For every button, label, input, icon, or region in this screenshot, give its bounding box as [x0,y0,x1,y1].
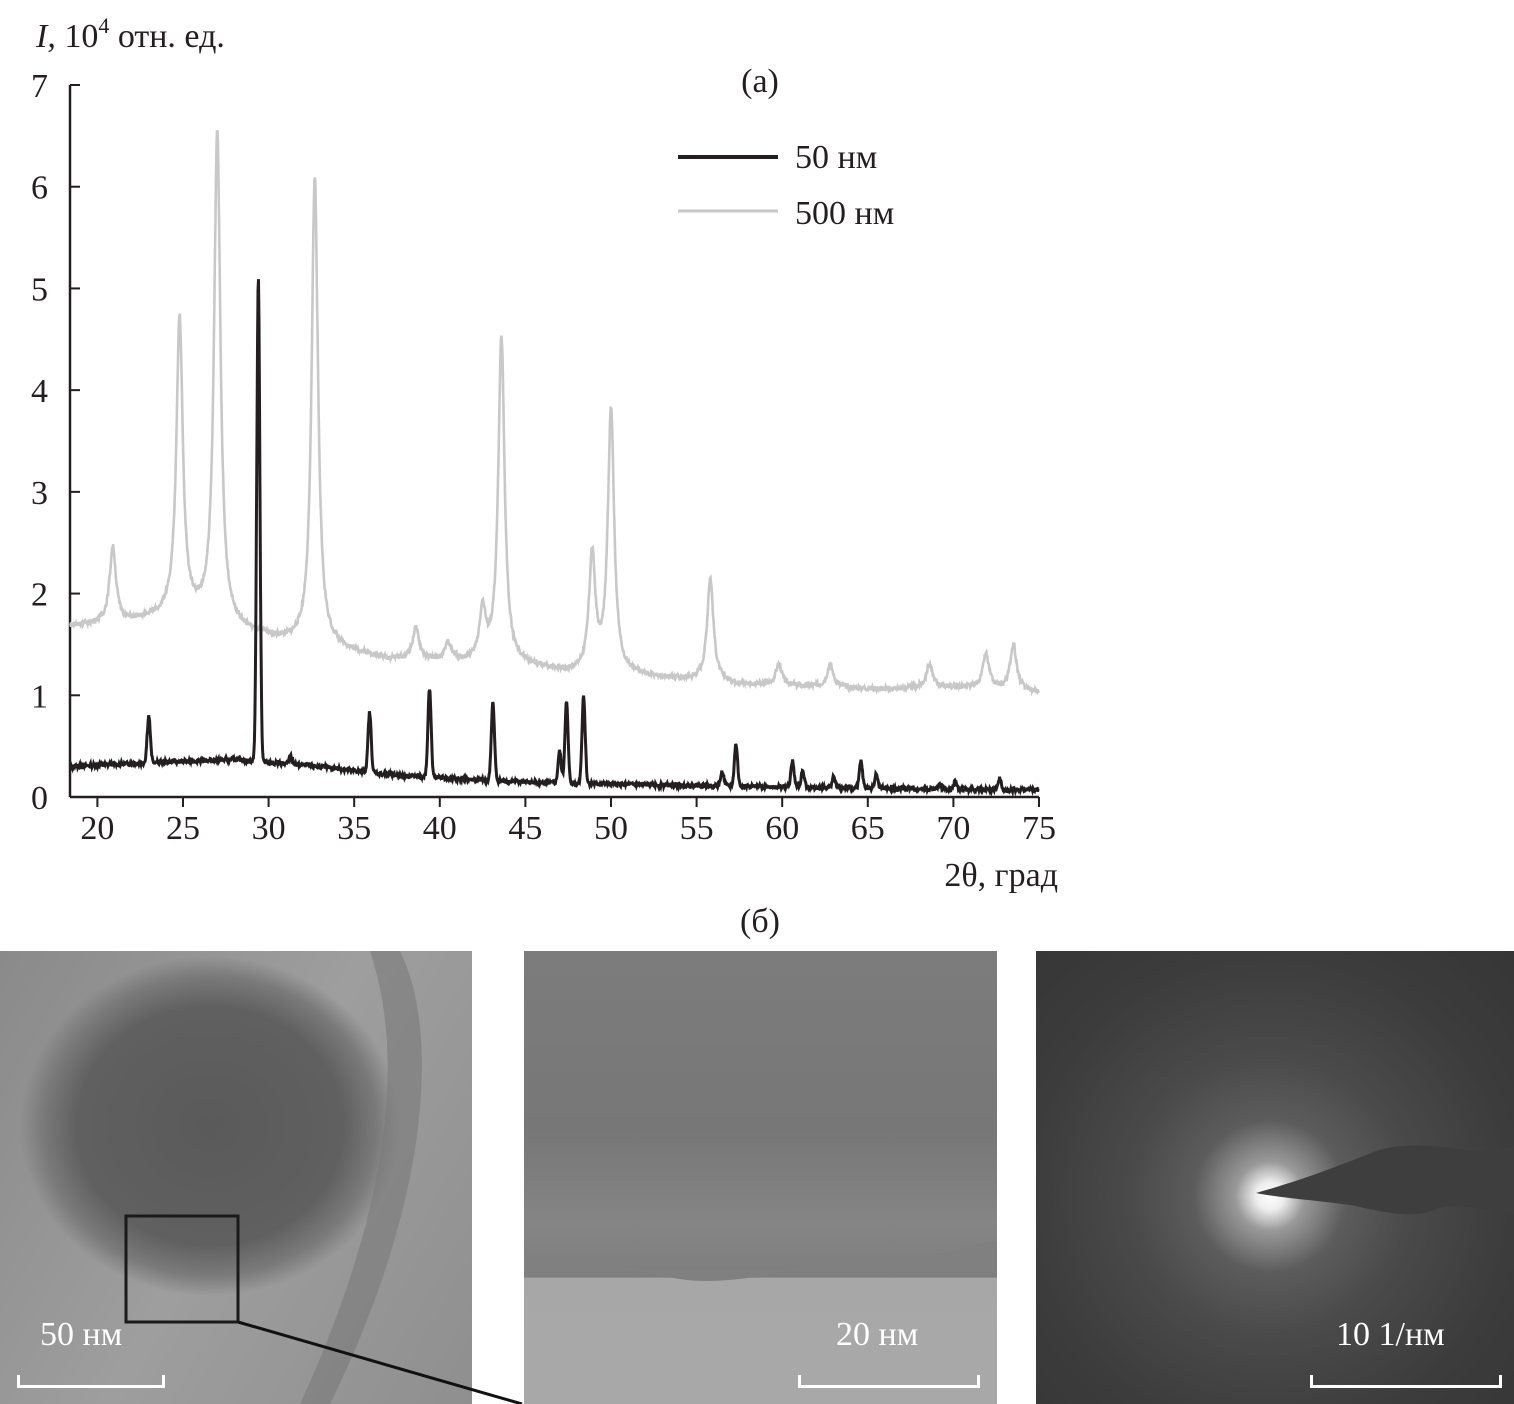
x-axis-label: 2θ, град [944,857,1058,894]
scale-bar-50nm [17,1375,165,1388]
series-line-50nm [68,279,1040,798]
y-tick-label: 4 [31,373,48,410]
y-tick-label: 3 [31,475,48,512]
y-tick-label: 0 [31,780,48,817]
y-tick-label: 1 [31,678,48,715]
tem-image-particle: 50 нм [0,951,472,1404]
x-tick-label: 40 [423,810,457,847]
series-lines [68,129,1040,798]
x-tick-label: 75 [1022,810,1056,847]
panel-label-a: (а) [741,63,779,100]
x-tick-label: 70 [936,810,970,847]
y-tick-label: 6 [31,170,48,207]
legend: 50 нм 500 нм [678,139,894,232]
y-axis-label-exponent: 4 [98,13,110,38]
x-tick-label: 35 [337,810,371,847]
y-axis-label: I, 104 отн. ед. [36,13,225,60]
tem-image-zoomed: 20 нм [524,951,997,1404]
series-line-500nm [69,129,1040,697]
x-tick-label: 60 [765,810,799,847]
scale-bar-label-50nm: 50 нм [40,1316,123,1353]
zoom-region-box [124,1214,240,1324]
electron-diffraction-image: 10 1/нм [1036,951,1514,1404]
scale-bar-label-20nm: 20 нм [836,1316,919,1353]
y-axis-label-unit: отн. ед. [109,18,225,55]
scale-bar-20nm [798,1375,980,1388]
y-tick-label: 7 [31,68,48,105]
legend-label-50nm: 50 нм [795,139,877,176]
y-tick-label: 2 [31,577,48,614]
particle-edge [524,1241,997,1281]
x-tick-label: 25 [166,810,200,847]
panel-label-b: (б) [740,903,780,940]
legend-label-500nm: 500 нм [795,195,894,232]
scale-bar-10-inv-nm [1310,1375,1502,1388]
x-tick-label: 20 [80,810,114,847]
y-tick-label: 5 [31,271,48,308]
x-tick-label: 65 [851,810,885,847]
x-tick-label: 30 [252,810,286,847]
scale-bar-label-10-inv-nm: 10 1/нм [1336,1316,1445,1353]
beam-stop [1256,1145,1514,1215]
x-tick-label: 55 [680,810,714,847]
x-tick-label: 50 [594,810,628,847]
y-axis-label-text: I, 10 [36,18,99,55]
tem-details [124,951,422,1404]
x-tick-label: 45 [508,810,542,847]
